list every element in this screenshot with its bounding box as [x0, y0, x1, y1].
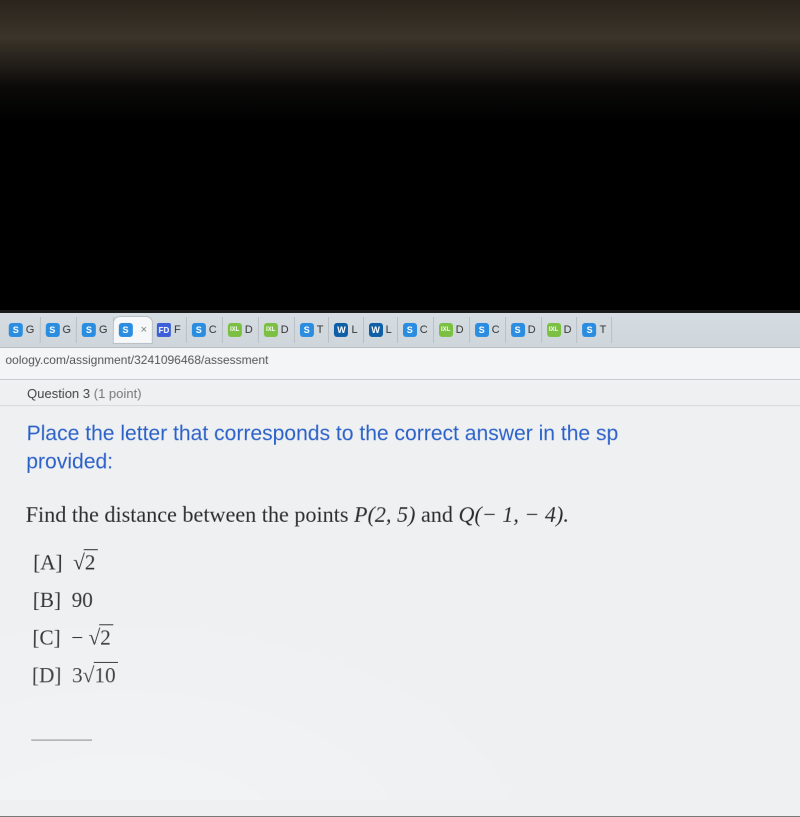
tab-favicon: IXL [439, 323, 453, 337]
tab-favicon: S [45, 323, 59, 337]
browser-tab[interactable]: WL [329, 317, 363, 343]
question-header: Question 3 (1 point) [0, 380, 800, 406]
prompt-point-p: P(2, 5) [354, 501, 415, 526]
tab-favicon: S [511, 323, 525, 337]
browser-tab[interactable]: IXLD [259, 317, 295, 343]
option-a[interactable]: [A] 2 [33, 544, 783, 581]
option-d[interactable]: [D] 3 10 [32, 657, 785, 695]
tab-label: D [245, 324, 253, 336]
monitor-screen: SGSGSGS×FDFSCIXLDIXLDSTWLWLSCIXLDSCSDIXL… [0, 310, 800, 809]
tab-label: C [492, 324, 500, 336]
tab-label: D [281, 324, 289, 336]
browser-tab[interactable]: ST [578, 317, 613, 343]
browser-tab[interactable]: FDF [152, 317, 187, 343]
tab-favicon: IXL [264, 323, 278, 337]
option-c-value: 2 [99, 624, 113, 649]
browser-tabstrip: SGSGSGS×FDFSCIXLDIXLDSTWLWLSCIXLDSCSDIXL… [0, 313, 800, 348]
tab-favicon: IXL [547, 323, 561, 337]
tab-favicon: S [9, 323, 23, 337]
instruction-line2: provided: [26, 451, 113, 474]
answer-options: [A] 2 [B] 90 [C] − 2 [D] 3 10 [0, 538, 800, 705]
tab-label: L [386, 324, 392, 336]
browser-tab[interactable]: IXLD [434, 317, 470, 343]
answer-blank[interactable] [31, 739, 92, 740]
tab-label: D [528, 324, 536, 336]
tab-favicon: S [118, 323, 132, 337]
browser-tab[interactable]: SG [4, 317, 41, 343]
room-background [0, 0, 800, 310]
close-icon[interactable]: × [140, 324, 147, 336]
tab-favicon: S [475, 323, 489, 337]
question-points: (1 point) [94, 386, 142, 401]
browser-tab[interactable]: SD [506, 317, 542, 343]
browser-tab[interactable]: SG [40, 317, 77, 343]
tab-favicon: IXL [228, 323, 242, 337]
browser-tab[interactable]: IXLD [223, 317, 259, 343]
prompt-point-q: Q(− 1, − 4). [458, 501, 568, 526]
tab-label: F [174, 324, 181, 336]
option-b-label: [B] [33, 587, 62, 611]
browser-tab[interactable]: ST [295, 317, 330, 343]
question-instruction: Place the letter that corresponds to the… [0, 406, 800, 483]
question-number: Question 3 [27, 386, 90, 401]
tab-label: T [600, 324, 607, 336]
sqrt-icon: 2 [73, 550, 97, 575]
option-a-label: [A] [33, 550, 63, 574]
question-prompt: Find the distance between the points P(2… [0, 483, 800, 538]
tab-label: C [209, 324, 217, 336]
tab-label: D [456, 324, 464, 336]
url-text: oology.com/assignment/3241096468/assessm… [5, 353, 268, 367]
tab-favicon: FD [157, 323, 171, 337]
tab-favicon: S [82, 323, 96, 337]
option-c-label: [C] [32, 625, 61, 649]
instruction-line1: Place the letter that corresponds to the… [26, 422, 618, 445]
tab-label: G [99, 324, 108, 336]
tab-label: L [351, 324, 357, 336]
tab-label: C [420, 324, 428, 336]
option-d-value: 10 [93, 662, 117, 687]
option-c[interactable]: [C] − 2 [32, 619, 784, 657]
browser-tab[interactable]: SG [77, 317, 114, 343]
tab-favicon: S [583, 323, 597, 337]
prompt-pre: Find the distance between the points [26, 501, 354, 526]
sqrt-icon: 2 [88, 625, 112, 650]
tab-label: G [26, 324, 35, 336]
option-d-coef: 3 [72, 663, 83, 687]
page-content: Question 3 (1 point) Place the letter th… [0, 380, 800, 817]
tab-label: G [62, 324, 71, 336]
prompt-mid: and [415, 501, 458, 526]
browser-tab[interactable]: SC [187, 317, 223, 343]
browser-urlbar[interactable]: oology.com/assignment/3241096468/assessm… [0, 348, 800, 380]
browser-tab[interactable]: SC [398, 317, 434, 343]
tab-favicon: S [300, 323, 314, 337]
browser-tab[interactable]: WL [364, 317, 398, 343]
browser-tab[interactable]: S× [113, 317, 152, 343]
tab-favicon: S [192, 323, 206, 337]
option-b-value: 90 [72, 587, 93, 611]
browser-tab[interactable]: SC [470, 317, 506, 343]
tab-favicon: S [403, 323, 417, 337]
tab-label: D [564, 324, 572, 336]
option-a-value: 2 [84, 549, 98, 574]
tab-favicon: W [369, 323, 383, 337]
option-b[interactable]: [B] 90 [33, 581, 784, 619]
tab-favicon: W [334, 323, 348, 337]
sqrt-icon: 10 [83, 663, 118, 688]
browser-tab[interactable]: IXLD [542, 317, 578, 343]
option-d-label: [D] [32, 663, 62, 687]
tab-label: T [317, 324, 324, 336]
